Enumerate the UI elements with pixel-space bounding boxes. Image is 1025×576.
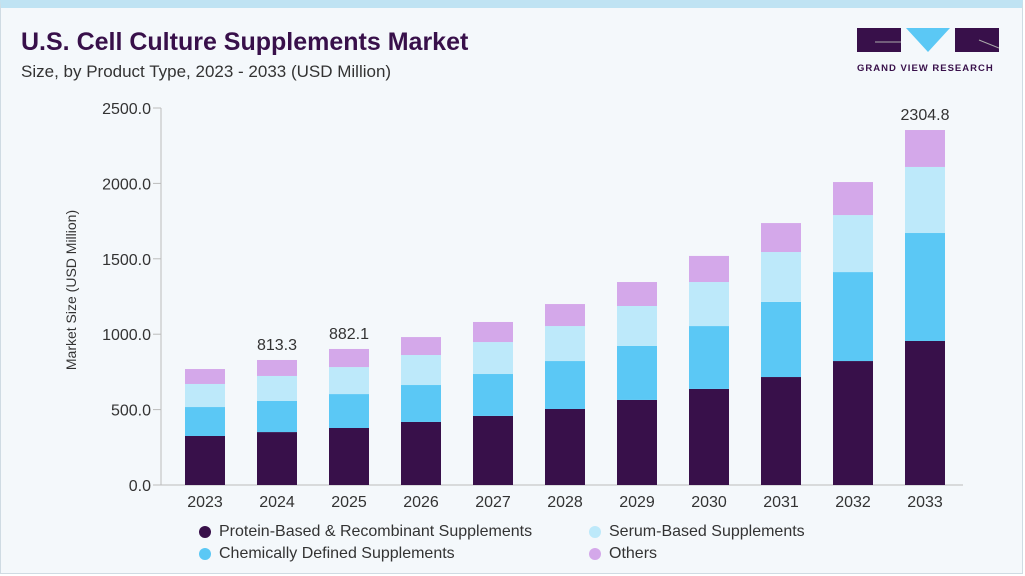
bar-segment — [689, 282, 729, 327]
bar-segment — [329, 427, 369, 485]
legend-item: Others — [589, 545, 657, 563]
x-tick-label: 2031 — [763, 494, 799, 510]
x-tick-label: 2025 — [331, 494, 367, 510]
bar-segment — [905, 340, 945, 485]
bar-segment — [833, 182, 873, 216]
x-tick-label: 2033 — [907, 494, 943, 510]
bar-segment — [689, 326, 729, 389]
x-tick-label: 2030 — [691, 494, 727, 510]
bar-segment — [185, 383, 225, 408]
bar-segment — [473, 342, 513, 375]
x-tick-label: 2023 — [187, 494, 223, 510]
legend-label: Protein-Based & Recombinant Supplements — [219, 523, 533, 540]
data-label: 882.1 — [329, 326, 369, 343]
bar-segment — [401, 337, 441, 356]
bar-segment — [257, 375, 297, 402]
bar-segment — [905, 166, 945, 234]
bar-segment — [545, 408, 585, 485]
bar-segment — [257, 401, 297, 433]
logo-mark-icon — [857, 28, 1000, 52]
data-label: 813.3 — [257, 337, 297, 354]
bar-segment — [545, 304, 585, 327]
y-tick-label: 2000.0 — [102, 176, 151, 193]
bar-segment — [617, 399, 657, 485]
bar-segment — [761, 301, 801, 378]
legend-swatch-icon — [589, 548, 601, 560]
bar-segment — [185, 435, 225, 485]
bar-segment — [329, 348, 369, 368]
bar-segment — [185, 407, 225, 436]
x-tick-label: 2024 — [259, 494, 295, 510]
bar-segment — [401, 385, 441, 422]
bar-segment — [689, 255, 729, 283]
bar-segment — [473, 415, 513, 485]
bar-segment — [761, 252, 801, 302]
bar-segment — [185, 369, 225, 384]
y-tick-label: 0.0 — [129, 478, 151, 495]
bar-segment — [617, 345, 657, 400]
y-tick-label: 500.0 — [111, 403, 151, 420]
bar-segment — [761, 377, 801, 485]
grand-view-research-logo: GRAND VIEW RESEARCH — [857, 28, 1000, 74]
bar-segment — [833, 361, 873, 485]
bar-segment — [833, 215, 873, 273]
bar-segment — [905, 233, 945, 341]
y-tick-label: 2500.0 — [102, 101, 151, 118]
bar-segment — [473, 321, 513, 343]
legend-item: Protein-Based & Recombinant Supplements — [199, 523, 532, 541]
legend-item: Chemically Defined Supplements — [199, 545, 455, 563]
y-tick-label: 1000.0 — [102, 327, 151, 344]
legend-swatch-icon — [199, 526, 211, 538]
chart-subtitle: Size, by Product Type, 2023 - 2033 (USD … — [21, 62, 392, 81]
bar-segment — [833, 272, 873, 362]
bar-segment — [689, 388, 729, 485]
bar-segment — [473, 374, 513, 416]
legend-item: Serum-Based Supplements — [589, 523, 805, 541]
x-tick-label: 2027 — [475, 494, 511, 510]
bar-segment — [329, 394, 369, 428]
bar-segment — [545, 361, 585, 409]
data-label: 2304.8 — [901, 107, 950, 124]
bar-segment — [401, 355, 441, 386]
bar-segment — [545, 326, 585, 362]
logo-text: GRAND VIEW RESEARCH — [857, 63, 994, 74]
x-tick-label: 2026 — [403, 494, 439, 510]
legend-label: Chemically Defined Supplements — [219, 545, 455, 562]
x-tick-label: 2029 — [619, 494, 655, 510]
bar-segment — [257, 432, 297, 485]
x-tick-label: 2032 — [835, 494, 871, 510]
y-axis-label: Market Size (USD Million) — [63, 210, 79, 370]
bar-segment — [257, 359, 297, 376]
legend-label: Serum-Based Supplements — [609, 523, 805, 540]
bar-segment — [761, 223, 801, 253]
legend-label: Others — [609, 545, 658, 562]
x-tick-label: 2028 — [547, 494, 583, 510]
bar-segment — [617, 282, 657, 307]
bar-segment — [905, 130, 945, 167]
legend-swatch-icon — [589, 526, 601, 538]
legend-swatch-icon — [199, 548, 211, 560]
stacked-bar-chart: Market Size (USD Million) 0.0 500.0 1000.0… — [63, 101, 963, 510]
bar-segment — [617, 306, 657, 346]
y-tick-label: 1500.0 — [102, 252, 151, 269]
bar-segment — [329, 367, 369, 395]
chart-title: U.S. Cell Culture Supplements Market — [21, 28, 469, 56]
bar-segment — [401, 421, 441, 485]
